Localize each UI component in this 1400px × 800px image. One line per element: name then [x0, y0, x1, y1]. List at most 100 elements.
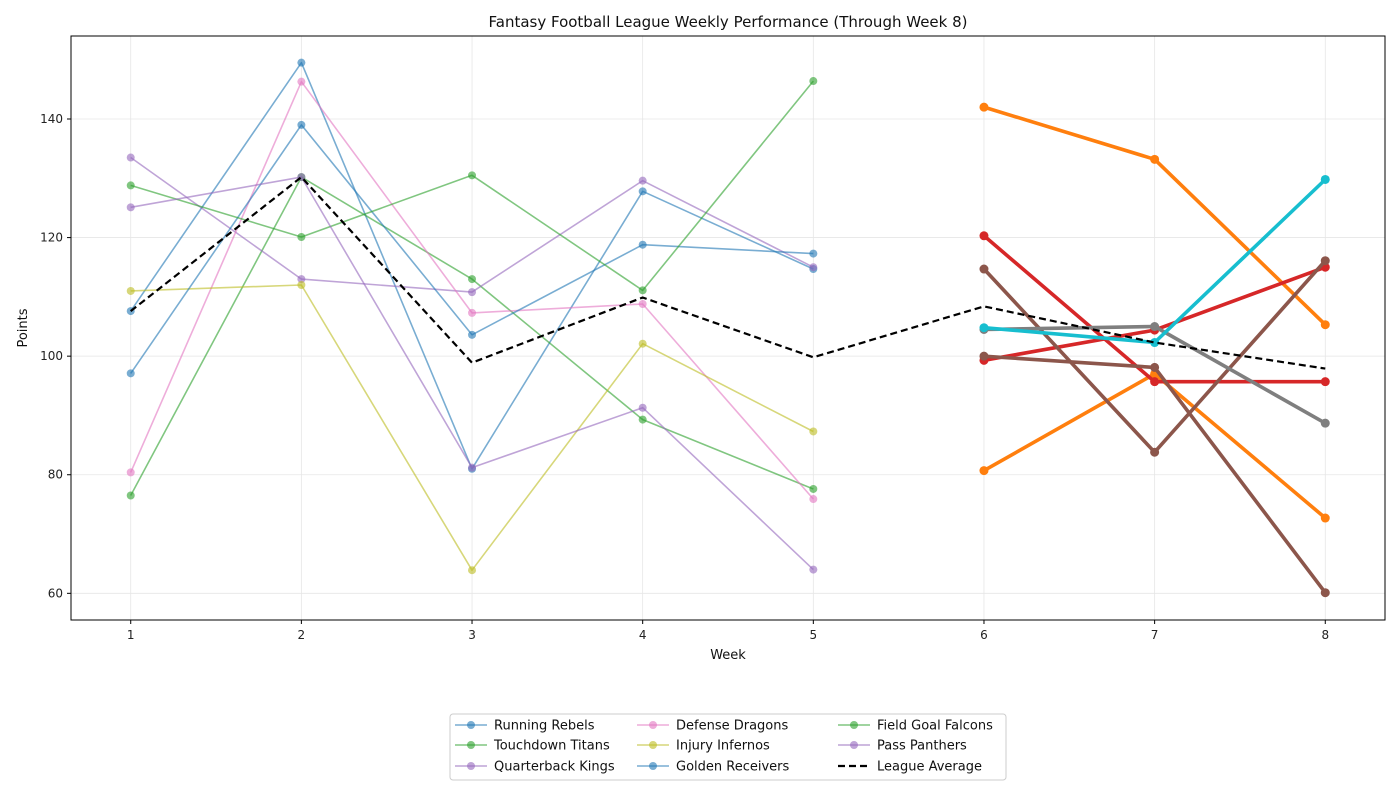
- series-field-goal-falcons: [126, 77, 818, 295]
- recent-weeks-line: [979, 322, 1330, 428]
- plot-frame: [70, 35, 1386, 621]
- data-point: [1320, 513, 1330, 523]
- legend-label: Field Goal Falcons: [877, 719, 993, 734]
- data-point: [1150, 377, 1160, 387]
- data-point: [638, 176, 647, 185]
- data-point: [468, 566, 477, 575]
- data-point: [1320, 418, 1330, 428]
- data-point: [468, 463, 477, 472]
- series-pass-panthers: [126, 173, 818, 574]
- x-tick-label: 2: [298, 628, 306, 642]
- recent-weeks-line: [979, 174, 1330, 348]
- y-tick-label: 100: [40, 349, 63, 363]
- data-point: [468, 330, 477, 339]
- data-point: [638, 240, 647, 249]
- data-point: [809, 77, 818, 86]
- data-point: [809, 565, 818, 574]
- legend-entry: Defense Dragons: [637, 719, 788, 734]
- legend-entry: Injury Infernos: [637, 739, 770, 754]
- legend-entry: Pass Panthers: [838, 739, 967, 754]
- data-point: [1150, 322, 1160, 332]
- data-point: [468, 171, 477, 180]
- legend-entry: Running Rebels: [455, 719, 595, 734]
- data-point: [126, 468, 135, 477]
- legend-label: Quarterback Kings: [494, 760, 615, 775]
- legend-swatch-marker: [850, 741, 858, 749]
- y-tick-label: 60: [48, 586, 63, 600]
- legend-swatch-marker: [467, 721, 475, 729]
- legend-label: Running Rebels: [494, 719, 595, 734]
- data-point: [638, 299, 647, 308]
- data-point: [297, 58, 306, 67]
- data-point: [638, 339, 647, 348]
- y-tick-label: 80: [48, 468, 63, 482]
- legend-swatch-marker: [850, 721, 858, 729]
- series-injury-infernos: [126, 281, 818, 575]
- legend-swatch-marker: [649, 762, 657, 770]
- data-point: [126, 203, 135, 212]
- legend-label: Golden Receivers: [676, 760, 790, 775]
- x-tick-label: 3: [468, 628, 476, 642]
- x-tick-label: 6: [980, 628, 988, 642]
- data-point: [979, 102, 989, 112]
- legend-label: Pass Panthers: [877, 739, 967, 754]
- series-defense-dragons: [126, 77, 818, 504]
- recent-weeks-line: [979, 369, 1330, 523]
- data-point: [126, 181, 135, 190]
- legend-entry: Quarterback Kings: [455, 760, 615, 775]
- data-point: [297, 232, 306, 241]
- data-point: [638, 187, 647, 196]
- data-point: [809, 263, 818, 272]
- legend-swatch-marker: [649, 741, 657, 749]
- legend-label: Injury Infernos: [676, 739, 770, 754]
- data-point: [979, 323, 989, 333]
- data-point: [979, 466, 989, 476]
- series-league-average: [130, 176, 1326, 370]
- recent-weeks-line: [979, 231, 1330, 387]
- legend-label: League Average: [877, 760, 982, 775]
- x-tick-label: 5: [810, 628, 818, 642]
- x-tick-label: 4: [639, 628, 647, 642]
- data-point: [809, 495, 818, 504]
- data-point: [979, 264, 989, 274]
- data-point: [1150, 154, 1160, 164]
- data-point: [638, 286, 647, 295]
- data-point: [809, 484, 818, 493]
- series-quarterback-kings: [126, 153, 818, 297]
- data-point: [1150, 362, 1160, 372]
- recent-weeks-line: [979, 351, 1330, 598]
- series-lines: [126, 58, 1330, 598]
- data-point: [297, 275, 306, 284]
- data-point: [979, 351, 989, 361]
- data-point: [1320, 588, 1330, 598]
- data-point: [1150, 338, 1160, 348]
- legend-swatch-marker: [467, 741, 475, 749]
- data-point: [809, 427, 818, 436]
- data-point: [638, 403, 647, 412]
- series-golden-receivers: [126, 120, 818, 378]
- legend-swatch-marker: [649, 721, 657, 729]
- legend: Running Rebels Touchdown Titans Quarterbac…: [449, 713, 1007, 781]
- data-point: [809, 249, 818, 258]
- data-point: [126, 286, 135, 295]
- series-line: [130, 176, 1326, 370]
- data-point: [1150, 447, 1160, 457]
- chart-title: Fantasy Football League Weekly Performan…: [489, 13, 968, 31]
- data-point: [1320, 320, 1330, 330]
- data-point: [126, 491, 135, 500]
- data-point: [1320, 174, 1330, 184]
- data-point: [297, 120, 306, 129]
- legend-box: [449, 713, 1007, 781]
- x-tick-label: 7: [1151, 628, 1159, 642]
- axis-ticks: 1 2 3 4 5 6 7 8 60 80 100 120 140: [40, 112, 1329, 642]
- data-point: [126, 369, 135, 378]
- legend-label: Defense Dragons: [676, 719, 788, 734]
- data-point: [1320, 256, 1330, 266]
- data-point: [468, 275, 477, 284]
- legend-entry: League Average: [838, 760, 982, 775]
- legend-entry: Golden Receivers: [637, 760, 790, 775]
- data-point: [297, 281, 306, 290]
- x-axis-label: Week: [710, 648, 746, 663]
- legend-entry: Field Goal Falcons: [838, 719, 993, 734]
- y-tick-label: 120: [40, 231, 63, 245]
